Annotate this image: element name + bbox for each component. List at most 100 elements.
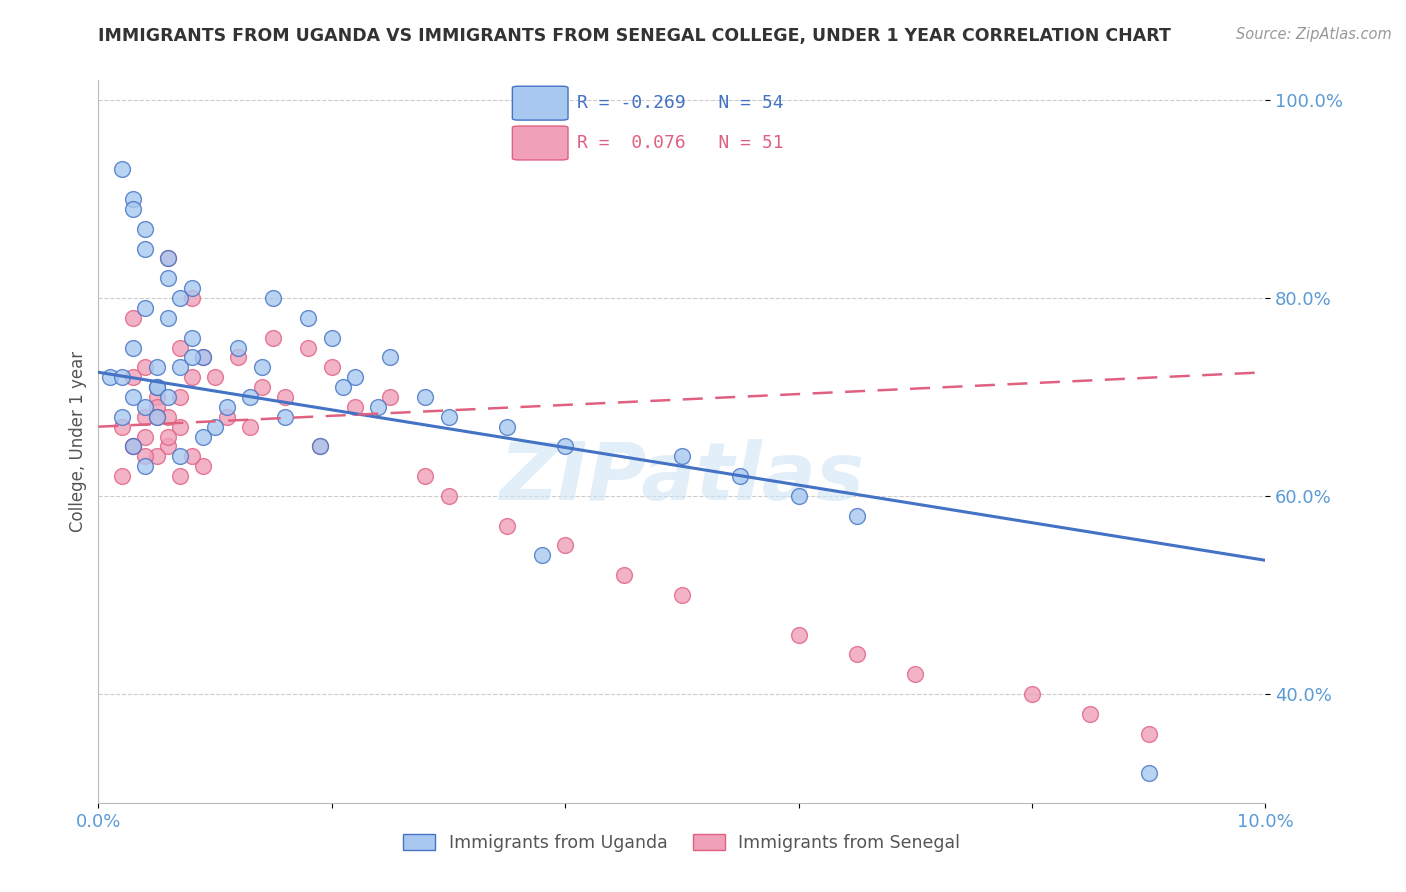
Point [146,380,169,394]
Point [250,360,273,375]
Point [787,489,810,503]
Point [787,627,810,641]
Point [111,469,134,483]
Point [380,390,402,404]
Point [671,588,693,602]
Point [274,409,297,424]
Point [321,360,343,375]
Point [297,310,319,325]
Point [111,370,134,384]
Point [496,518,519,533]
Point [157,252,180,266]
Point [169,360,191,375]
Point [1137,766,1160,780]
Point [193,429,215,443]
Point [332,380,354,394]
Point [122,341,145,355]
Point [262,291,284,305]
Point [146,400,169,414]
Legend: Immigrants from Uganda, Immigrants from Senegal: Immigrants from Uganda, Immigrants from … [396,827,967,859]
Point [122,370,145,384]
Point [146,360,169,375]
Point [122,192,145,206]
Point [250,380,273,394]
Point [122,440,145,454]
Point [134,221,156,235]
Point [111,409,134,424]
Point [146,450,169,464]
Point [134,409,156,424]
Point [496,419,519,434]
Point [671,450,693,464]
Point [437,489,460,503]
Point [846,508,869,523]
Point [134,429,156,443]
Point [193,351,215,365]
Point [554,440,576,454]
Point [180,330,202,344]
Point [146,390,169,404]
Point [157,310,180,325]
Point [239,419,262,434]
Point [146,380,169,394]
Point [122,440,145,454]
Point [530,549,553,563]
Point [122,202,145,216]
Point [157,409,180,424]
Point [274,390,297,404]
Point [180,291,202,305]
Point [157,429,180,443]
Text: Source: ZipAtlas.com: Source: ZipAtlas.com [1236,27,1392,42]
Point [134,459,156,474]
Point [169,341,191,355]
Point [146,409,169,424]
Y-axis label: College, Under 1 year: College, Under 1 year [69,351,87,533]
Point [146,409,169,424]
Point [344,370,367,384]
Point [169,291,191,305]
Text: IMMIGRANTS FROM UGANDA VS IMMIGRANTS FROM SENEGAL COLLEGE, UNDER 1 YEAR CORRELAT: IMMIGRANTS FROM UGANDA VS IMMIGRANTS FRO… [98,27,1171,45]
Point [180,281,202,295]
Point [612,568,634,582]
Point [239,390,262,404]
Point [111,162,134,177]
Point [1021,687,1043,701]
Point [297,341,319,355]
Point [204,370,226,384]
Point [134,301,156,315]
Point [730,469,752,483]
Point [180,351,202,365]
Point [134,242,156,256]
Point [367,400,389,414]
FancyBboxPatch shape [512,126,568,160]
Point [157,271,180,285]
Point [157,390,180,404]
Point [134,360,156,375]
Point [437,409,460,424]
Point [413,469,436,483]
Point [122,310,145,325]
Point [228,351,250,365]
Point [134,400,156,414]
Point [554,539,576,553]
Point [180,370,202,384]
Point [98,370,121,384]
Point [169,469,191,483]
FancyBboxPatch shape [512,87,568,120]
Point [169,390,191,404]
Point [309,440,332,454]
Point [309,440,332,454]
Point [413,390,436,404]
Point [1137,726,1160,740]
Point [846,648,869,662]
Point [215,409,238,424]
Text: R = -0.269   N = 54: R = -0.269 N = 54 [578,95,785,112]
Point [134,450,156,464]
Point [180,450,202,464]
Point [122,390,145,404]
Point [215,400,238,414]
Point [111,419,134,434]
Point [344,400,367,414]
Point [904,667,927,681]
Point [193,351,215,365]
